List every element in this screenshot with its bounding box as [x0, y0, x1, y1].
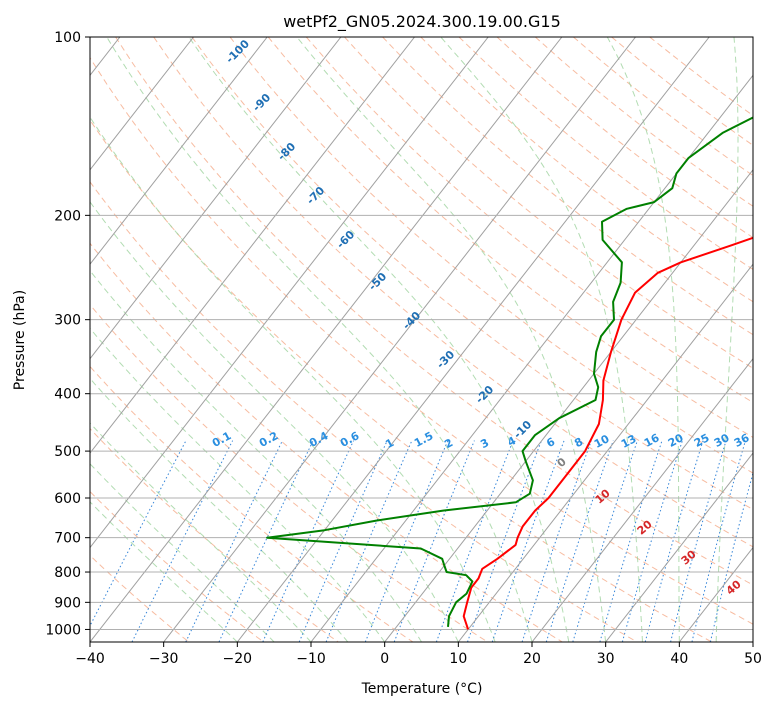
mixing-ratio-line [644, 440, 704, 642]
sounding-profiles [266, 116, 753, 630]
dewpoint-profile [266, 116, 753, 627]
moist-adiabat [440, 37, 643, 642]
y-tick-label: 400 [54, 387, 81, 403]
x-tick-label: 30 [597, 651, 615, 667]
y-tick-label: 700 [54, 531, 81, 547]
mixing-ratio-line [621, 440, 683, 642]
mixing-ratio-lines [90, 440, 753, 642]
isotherm-line [310, 74, 753, 642]
x-tick-label: 10 [449, 651, 467, 667]
dry-adiabat [90, 303, 488, 642]
pressure-gridlines [90, 37, 753, 630]
mixing-ratio-line [709, 471, 753, 642]
mixing-ratio-line [572, 440, 638, 642]
y-tick-label: 1000 [45, 622, 81, 638]
isotherm-line [90, 37, 268, 266]
mixing-ratio-line [599, 440, 663, 642]
moist-adiabats [90, 37, 739, 642]
moist-adiabat [106, 37, 533, 642]
x-tick-label: −10 [296, 651, 326, 667]
moist-adiabat [188, 37, 570, 642]
moist-adiabat [90, 269, 422, 642]
isotherm-line [531, 357, 753, 642]
mixing-ratio-label: 20 [666, 431, 686, 450]
moist-adiabat [90, 422, 312, 642]
chart-title: wetPf2_GN05.2024.300.19.00.G15 [283, 12, 561, 32]
dry-adiabat [90, 554, 190, 642]
mixing-ratio-line [491, 440, 565, 642]
mixing-ratio-line [670, 440, 727, 642]
x-tick-label: 0 [380, 651, 389, 667]
y-tick-label: 800 [54, 565, 81, 581]
moist-adiabat [90, 501, 238, 642]
dry-adiabat [191, 37, 753, 511]
mixing-ratio-line [467, 440, 542, 642]
dry-adiabat [90, 427, 339, 642]
moist-adiabat [715, 37, 739, 642]
moist-adiabat [90, 201, 459, 642]
isotherm-line [90, 37, 194, 171]
isotherm-line [90, 37, 342, 360]
x-axis-label: Temperature (°C) [361, 681, 483, 697]
y-axis-label: Pressure (hPa) [12, 290, 28, 390]
mixing-ratio-label: 16 [642, 431, 662, 450]
mixing-ratio-label: 13 [619, 432, 639, 451]
temperature-profile [462, 236, 753, 630]
x-tick-label: −30 [149, 651, 179, 667]
dry-adiabat [90, 56, 753, 625]
moist-adiabat [90, 116, 496, 642]
isotherm-line [163, 37, 636, 642]
x-tick-label: −20 [223, 651, 253, 667]
plot-area: -100-90-80-70-60-50-40-30-20-100.1 0.2 0.4… [90, 37, 753, 642]
mixing-ratio-label: 25 [692, 431, 712, 450]
x-tick-label: −40 [75, 651, 105, 667]
y-tick-label: 900 [54, 595, 81, 611]
y-tick-label: 600 [54, 491, 81, 507]
mixing-ratio-line [262, 440, 355, 642]
isotherm-line [90, 37, 489, 549]
isotherm-line [605, 452, 753, 642]
y-tick-label: 300 [54, 313, 81, 329]
x-tick-label: 50 [744, 651, 762, 667]
mixing-ratio-line [131, 440, 234, 642]
dry-adiabat [90, 119, 712, 642]
dry-adiabat [229, 37, 753, 474]
isotherm-line [90, 37, 415, 454]
y-axis-ticks: 100 200 300 400 500 600 700 800 900 1000 [45, 30, 90, 638]
x-tick-label: 20 [523, 651, 541, 667]
mixing-ratio-line [325, 440, 413, 642]
mixing-ratio-label: 36 [732, 431, 752, 450]
isotherm-line [384, 168, 753, 642]
mixing-ratio-label: 30 [712, 431, 732, 450]
moist-adiabat [296, 37, 607, 642]
dry-adiabat [267, 37, 753, 438]
moist-adiabat [606, 37, 680, 642]
isotherm-line [457, 263, 753, 642]
isotherm-line [90, 37, 563, 642]
x-tick-label: 40 [670, 651, 688, 667]
mixing-ratio-line [298, 440, 388, 642]
moist-adiabat [90, 327, 386, 642]
dry-adiabat [90, 242, 563, 642]
y-tick-label: 500 [54, 444, 81, 460]
dry-adiabat [90, 490, 264, 642]
plot-frame [89, 36, 754, 643]
y-tick-label: 100 [54, 30, 81, 46]
moist-adiabat [90, 463, 275, 642]
mixing-ratio-label: 10 [592, 432, 612, 451]
x-axis-ticks: −40 −30 −20 −10 0 10 20 30 40 50 [75, 642, 762, 667]
y-tick-label: 200 [54, 208, 81, 224]
dry-adiabat [305, 37, 753, 403]
